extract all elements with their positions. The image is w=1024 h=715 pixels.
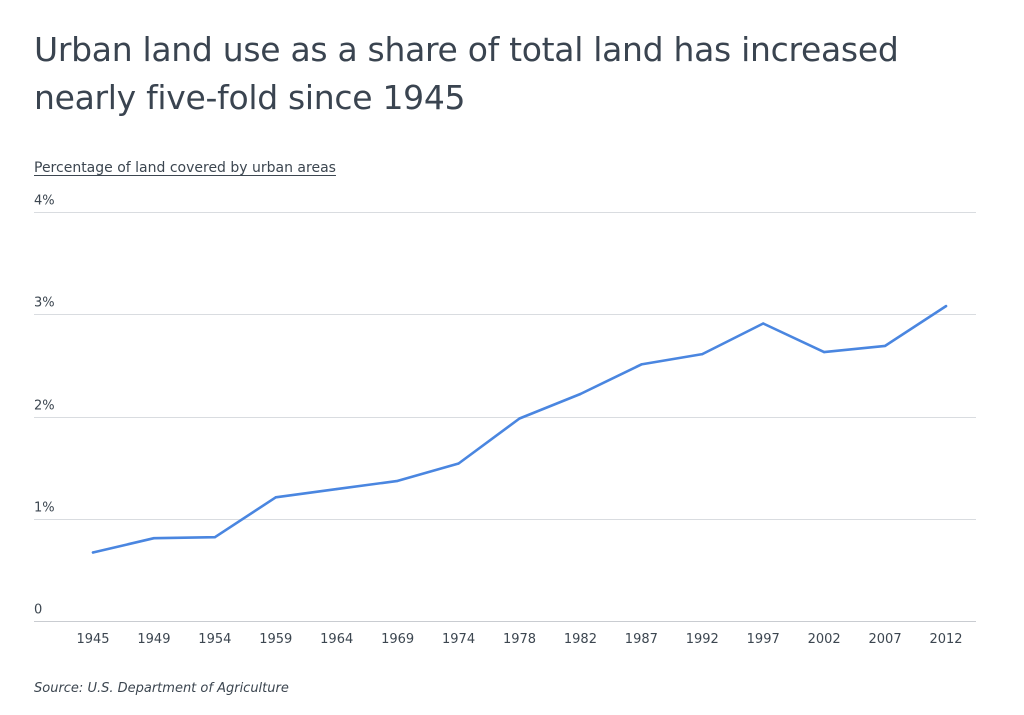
x-tick-label: 1974 (442, 632, 475, 647)
x-tick-label: 2002 (808, 632, 841, 647)
data-point (396, 479, 399, 483)
y-tick-label: 2% (34, 399, 55, 414)
data-point (152, 537, 156, 540)
x-tick-label: 1992 (686, 632, 719, 647)
x-tick-label: 2012 (929, 632, 962, 647)
data-point (762, 322, 765, 325)
y-tick-label: 3% (34, 296, 55, 311)
y-tick-label: 4% (34, 194, 55, 209)
x-tick-label: 1959 (259, 632, 292, 647)
data-point (701, 352, 704, 356)
data-point (883, 344, 887, 348)
data-point (944, 304, 948, 308)
data-point (335, 487, 338, 491)
source-note: Source: U.S. Department of Agriculture (34, 681, 289, 696)
x-axis-ticks: 1945 1949 1954 1959 1964 1969 1974 1978 1982 1987… (76, 632, 962, 647)
y-tick-label: 1% (34, 501, 55, 516)
series-layer (91, 304, 948, 554)
x-tick-label: 1969 (381, 632, 414, 647)
x-tick-label: 2007 (869, 632, 902, 647)
x-tick-label: 1997 (747, 632, 780, 647)
data-point (518, 417, 521, 420)
data-point (640, 363, 643, 366)
gridlines (34, 212, 976, 622)
x-tick-label: 1949 (137, 632, 170, 647)
x-tick-label: 1945 (76, 632, 109, 647)
data-point (91, 551, 95, 554)
x-tick-label: 1954 (198, 632, 231, 647)
chart-title: Urban land use as a share of total land … (34, 30, 899, 117)
data-point (457, 462, 460, 465)
data-point (213, 536, 217, 539)
series-line (91, 304, 948, 554)
x-tick-label: 1964 (320, 632, 353, 647)
data-point (822, 350, 826, 354)
x-tick-label: 1978 (503, 632, 536, 647)
y-tick-label: 0 (34, 603, 42, 618)
data-point (579, 392, 582, 396)
y-axis-ticks: 0 1% 2% 3% 4% (34, 194, 55, 618)
x-tick-label: 1987 (625, 632, 658, 647)
x-tick-label: 1982 (564, 632, 597, 647)
data-point (274, 496, 277, 499)
y-axis-label: Percentage of land covered by urban area… (34, 160, 336, 176)
